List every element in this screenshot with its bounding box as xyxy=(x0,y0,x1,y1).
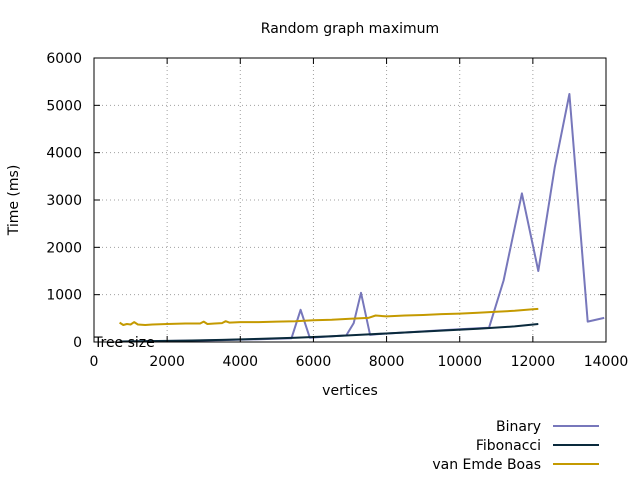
x-tick-label: 12000 xyxy=(511,354,556,370)
chart-title: Random graph maximum xyxy=(261,21,439,37)
legend-label-van-emde-boas: van Emde Boas xyxy=(432,457,541,473)
series-line-fibonacci xyxy=(119,323,539,343)
x-tick-label: 14000 xyxy=(584,354,629,370)
x-tick-label: 2000 xyxy=(149,354,185,370)
x-tick-label: 4000 xyxy=(222,354,258,370)
series-line-binary xyxy=(119,93,605,343)
y-tick-label: 3000 xyxy=(46,193,82,209)
y-tick-label: 1000 xyxy=(46,288,82,304)
y-tick-label: 0 xyxy=(73,335,82,351)
series-layer xyxy=(119,93,605,343)
y-tick-label: 4000 xyxy=(46,146,82,162)
y-tick-label: 6000 xyxy=(46,51,82,67)
legend-label-fibonacci: Fibonacci xyxy=(476,438,541,454)
tree-size-annotation: Tree size xyxy=(93,335,155,351)
x-tick-label: 0 xyxy=(90,354,99,370)
x-tick-label: 10000 xyxy=(437,354,482,370)
x-tick-label: 6000 xyxy=(296,354,332,370)
x-axis-ticks: 0 2000 4000 6000 8000 10000 12000 14000 xyxy=(90,58,629,370)
legend: Binary Fibonacci van Emde Boas xyxy=(432,419,599,473)
x-axis-label: vertices xyxy=(322,383,378,399)
y-axis-label: Time (ms) xyxy=(6,165,22,237)
y-tick-label: 2000 xyxy=(46,240,82,256)
legend-label-binary: Binary xyxy=(496,419,541,435)
y-tick-label: 5000 xyxy=(46,98,82,114)
grid xyxy=(94,58,606,342)
series-line-van-emde-boas xyxy=(119,307,539,326)
x-tick-label: 8000 xyxy=(369,354,405,370)
y-axis-ticks: 0 1000 2000 3000 4000 5000 6000 xyxy=(46,51,606,351)
